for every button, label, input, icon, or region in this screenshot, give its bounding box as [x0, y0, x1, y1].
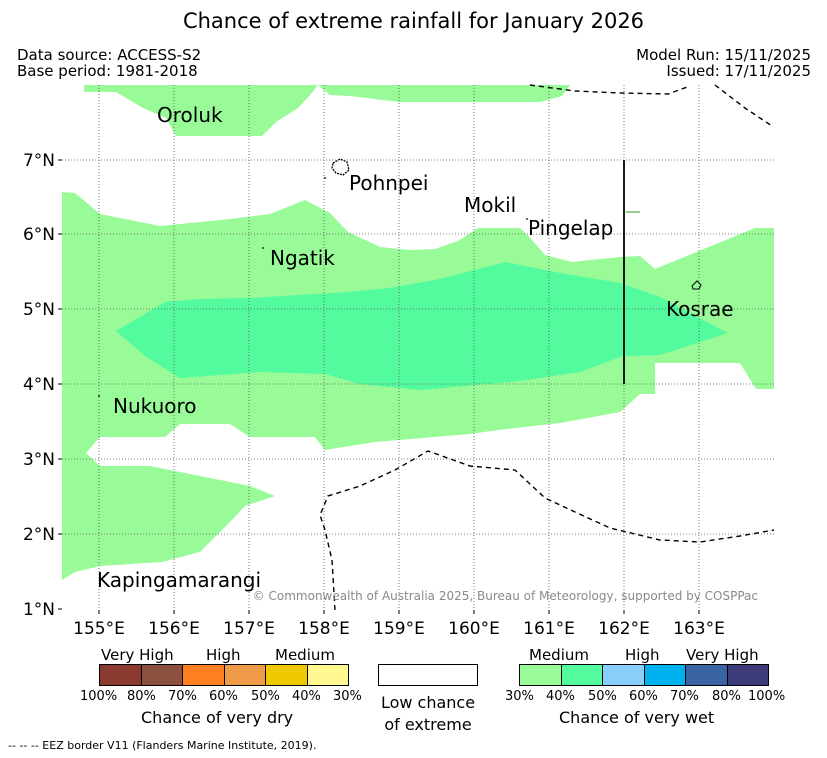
- dry-category-label: High: [206, 646, 241, 664]
- lon-tick: 159°E: [373, 619, 425, 639]
- lat-tick: 1°N: [23, 600, 55, 620]
- lon-tick: 163°E: [673, 619, 725, 639]
- dry-percent: 30%: [333, 689, 362, 704]
- lat-tick: 3°N: [23, 450, 55, 470]
- dry-swatch: [183, 665, 225, 685]
- wet-percent: 80%: [712, 689, 741, 704]
- low-chance-line2: of extreme: [384, 715, 472, 734]
- place-label: Pingelap: [528, 216, 613, 240]
- medium-wet-region-40pct: [116, 262, 728, 390]
- place-label: Ngatik: [270, 246, 335, 270]
- wet-color-bar: [519, 664, 769, 686]
- dry-category-label: Very High: [101, 646, 174, 664]
- lon-tick: 161°E: [523, 619, 575, 639]
- base-period: Base period: 1981-2018: [17, 62, 198, 80]
- low-chance-swatch: [378, 664, 478, 686]
- wet-percent: 100%: [748, 689, 786, 704]
- issued-date: Issued: 17/11/2025: [666, 62, 811, 80]
- wet-category-label: Very High: [686, 646, 759, 664]
- map-title: Chance of extreme rainfall for January 2…: [182, 9, 645, 33]
- rainfall-map: Oroluk Pohnpei Mokil Pingelap Ngatik Kos…: [23, 84, 775, 639]
- wet-swatch: [686, 665, 728, 685]
- lon-tick: 157°E: [223, 619, 275, 639]
- wet-legend-label: Chance of very wet: [559, 708, 715, 727]
- dry-swatch: [141, 665, 183, 685]
- place-label: Kosrae: [666, 297, 734, 321]
- lon-tick: 156°E: [148, 619, 200, 639]
- wet-swatch: [520, 665, 562, 685]
- copyright-notice: © Commonwealth of Australia 2025, Bureau…: [253, 589, 758, 603]
- dry-swatch: [307, 665, 348, 685]
- lon-tick: 160°E: [448, 619, 500, 639]
- wet-percent: 30%: [505, 689, 534, 704]
- dry-swatch: [224, 665, 266, 685]
- lon-tick: 162°E: [598, 619, 650, 639]
- lat-tick: 6°N: [23, 225, 55, 245]
- kosrae-island: [691, 280, 702, 290]
- lon-tick: 158°E: [298, 619, 350, 639]
- place-label: Nukuoro: [113, 394, 197, 418]
- dry-percent: 70%: [168, 689, 197, 704]
- dry-legend-label: Chance of very dry: [141, 708, 294, 727]
- wet-swatch: [727, 665, 768, 685]
- dry-percent: 50%: [251, 689, 280, 704]
- lat-tick: 2°N: [23, 525, 55, 545]
- wet-swatch: [603, 665, 645, 685]
- dry-swatch: [266, 665, 308, 685]
- eez-border: [319, 84, 775, 611]
- medium-wet-region-north: [84, 85, 570, 136]
- low-chance-label: Low chance of extreme: [378, 692, 478, 736]
- place-label: Mokil: [464, 193, 516, 217]
- wet-percent: 70%: [670, 689, 699, 704]
- dry-category-label: Medium: [275, 646, 335, 664]
- wet-percent: 50%: [588, 689, 617, 704]
- low-chance-line1: Low chance: [380, 693, 476, 712]
- pohnpei-island: [331, 158, 350, 176]
- model-run: Model Run: 15/11/2025: [636, 46, 811, 64]
- wet-category-label: Medium: [529, 646, 589, 664]
- wet-category-label: High: [625, 646, 660, 664]
- dry-percent: 100%: [80, 689, 118, 704]
- data-source: Data source: ACCESS-S2: [17, 46, 202, 64]
- dry-color-bar: [99, 664, 349, 686]
- place-label: Kapingamarangi: [97, 568, 261, 592]
- place-label: Oroluk: [157, 103, 223, 127]
- lat-tick: 5°N: [23, 300, 55, 320]
- lat-tick: 7°N: [23, 151, 55, 171]
- wet-percent: 40%: [546, 689, 575, 704]
- dry-swatch: [100, 665, 142, 685]
- dry-percent: 40%: [292, 689, 321, 704]
- lat-tick: 4°N: [23, 375, 55, 395]
- wet-swatch: [644, 665, 686, 685]
- place-label: Pohnpei: [349, 171, 429, 195]
- wet-swatch: [561, 665, 603, 685]
- lon-tick: 155°E: [73, 619, 125, 639]
- eez-note: -- -- -- EEZ border V11 (Flanders Marine…: [8, 739, 317, 752]
- dry-percent: 60%: [209, 689, 238, 704]
- dry-percent: 80%: [127, 689, 156, 704]
- wet-percent: 60%: [629, 689, 658, 704]
